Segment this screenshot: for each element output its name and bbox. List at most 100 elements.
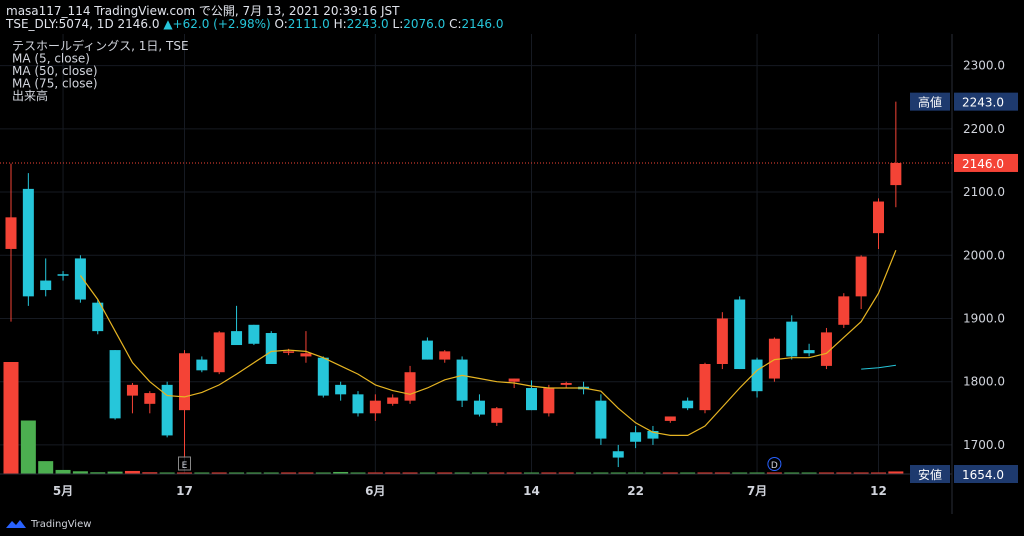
price-change: ▲+62.0 (+2.98%) bbox=[163, 17, 271, 31]
volume-bar bbox=[818, 472, 834, 474]
volume-bar bbox=[836, 472, 852, 474]
candle-down bbox=[595, 400, 607, 439]
x-tick-label: 7月 bbox=[747, 484, 767, 498]
legend-entry: MA (50, close) bbox=[12, 64, 98, 78]
volume-bar bbox=[506, 472, 522, 474]
volume-bar bbox=[593, 472, 609, 474]
candle-down bbox=[317, 357, 329, 396]
y-tick-label: 2200.0 bbox=[963, 122, 1005, 136]
candle-down bbox=[161, 384, 173, 436]
y-tick-label: 2100.0 bbox=[963, 185, 1005, 199]
volume-bar bbox=[888, 471, 904, 474]
candle-up bbox=[716, 318, 728, 364]
candle-up bbox=[404, 372, 416, 401]
candle-down bbox=[248, 324, 260, 344]
candle-up bbox=[283, 351, 295, 353]
close-value: 2146.0 bbox=[461, 17, 504, 31]
candle-down bbox=[647, 431, 659, 439]
candle-down bbox=[57, 274, 69, 276]
candle-up bbox=[387, 397, 399, 404]
volume-bar bbox=[281, 472, 297, 474]
candle-up bbox=[213, 332, 225, 373]
volume-bar bbox=[662, 472, 678, 474]
candle-down bbox=[786, 321, 798, 357]
candle-down bbox=[612, 451, 624, 458]
volume-bar bbox=[385, 472, 401, 474]
volume-bar bbox=[142, 472, 158, 474]
ma5-line bbox=[79, 249, 897, 436]
candle-up bbox=[890, 162, 902, 186]
footer: TradingView bbox=[0, 514, 1024, 536]
volume-bar bbox=[454, 472, 470, 474]
candle-up bbox=[491, 408, 503, 423]
legend-entry: MA (75, close) bbox=[12, 77, 98, 91]
volume-bar bbox=[471, 472, 487, 474]
volume-bar bbox=[801, 472, 817, 474]
volume-bar bbox=[38, 461, 54, 474]
volume-bar bbox=[853, 472, 869, 474]
price-tag-value: 1654.0 bbox=[962, 468, 1004, 482]
tradingview-brand: TradingView bbox=[31, 518, 92, 530]
y-tick-label: 1700.0 bbox=[963, 438, 1005, 452]
open-value: 2111.0 bbox=[287, 17, 330, 31]
candle-up bbox=[820, 332, 832, 366]
volume-bar bbox=[246, 472, 262, 474]
x-tick-label: 17 bbox=[176, 484, 193, 498]
price-tag-label-bg bbox=[910, 92, 950, 111]
candle-up bbox=[768, 338, 780, 379]
volume-bar bbox=[229, 472, 245, 474]
price-tag-label-bg bbox=[910, 465, 950, 483]
price-tag-label: 安値 bbox=[918, 467, 942, 482]
volume-bar bbox=[211, 472, 227, 474]
y-tick-label: 1900.0 bbox=[963, 311, 1005, 325]
volume-bar bbox=[263, 472, 279, 474]
ma-other-line bbox=[861, 364, 896, 370]
legend-entry: テスホールディングス, 1日, TSE bbox=[12, 38, 189, 53]
y-tick-label: 2000.0 bbox=[963, 248, 1005, 262]
candle-up bbox=[300, 353, 312, 357]
volume-bar bbox=[177, 472, 192, 474]
volume-bar bbox=[367, 472, 383, 474]
price-tag-value: 2243.0 bbox=[962, 96, 1004, 110]
volume-bar bbox=[315, 472, 331, 474]
close-label: C: bbox=[449, 17, 462, 31]
low-value: 2076.0 bbox=[403, 17, 446, 31]
legend-entry: 出来高 bbox=[12, 88, 48, 103]
volume-bar bbox=[576, 472, 592, 474]
candle-up bbox=[543, 388, 555, 414]
candle-down bbox=[630, 432, 642, 442]
price-tag-value-bg bbox=[954, 465, 1018, 483]
volume-bar bbox=[680, 472, 696, 474]
volume-bar bbox=[732, 472, 748, 474]
candle-up bbox=[699, 364, 711, 411]
y-tick-label: 2300.0 bbox=[963, 59, 1005, 73]
candle-down bbox=[352, 394, 364, 414]
candle-down bbox=[803, 350, 815, 354]
volume-bar bbox=[124, 470, 140, 474]
candle-down bbox=[40, 280, 52, 291]
chart-area[interactable]: 1700.0 1800.0 1900.0 2000.0 2100.0 2200.0 2300… bbox=[0, 34, 1024, 514]
candle-down bbox=[92, 302, 104, 332]
marker-label: E bbox=[182, 461, 188, 471]
price-tag-value: 2146.0 bbox=[962, 157, 1004, 171]
legend-entry: MA (5, close) bbox=[12, 52, 90, 66]
volume-bar bbox=[72, 471, 88, 474]
volume-bar bbox=[610, 472, 626, 474]
volume-bar bbox=[107, 471, 123, 474]
candle-down bbox=[335, 384, 347, 395]
x-tick-label: 14 bbox=[523, 484, 540, 498]
tradingview-logo[interactable]: TradingView bbox=[6, 518, 91, 530]
y-tick-label: 1800.0 bbox=[963, 375, 1005, 389]
candle-down bbox=[421, 340, 433, 360]
volume-bar bbox=[784, 472, 800, 474]
x-tick-label: 22 bbox=[627, 484, 644, 498]
volume-bar bbox=[524, 472, 539, 474]
open-label: O: bbox=[274, 17, 288, 31]
candle-down bbox=[265, 333, 277, 364]
x-tick-label: 12 bbox=[870, 484, 887, 498]
high-value: 2243.0 bbox=[346, 17, 389, 31]
candlestick-chart[interactable]: 1700.0 1800.0 1900.0 2000.0 2100.0 2200.0 2300… bbox=[0, 34, 1024, 514]
volume-bar bbox=[90, 472, 106, 474]
candle-down bbox=[109, 350, 121, 419]
symbol-info: TSE_DLY:5074, 1D 2146.0 bbox=[6, 17, 160, 31]
